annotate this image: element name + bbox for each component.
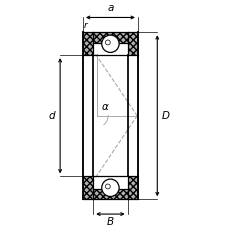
Text: α: α	[101, 102, 108, 112]
Bar	[127, 32, 137, 55]
Circle shape	[101, 179, 119, 197]
Circle shape	[105, 40, 110, 45]
Text: d: d	[49, 111, 55, 121]
Bar	[83, 176, 93, 199]
Bar	[93, 189, 127, 199]
Bar	[83, 32, 93, 55]
Text: D: D	[161, 111, 169, 121]
Circle shape	[101, 35, 119, 52]
Bar	[127, 176, 137, 199]
Circle shape	[105, 184, 110, 189]
Text: r: r	[83, 21, 87, 30]
Text: a: a	[107, 3, 113, 13]
Bar	[93, 32, 127, 43]
Text: B: B	[106, 218, 114, 228]
